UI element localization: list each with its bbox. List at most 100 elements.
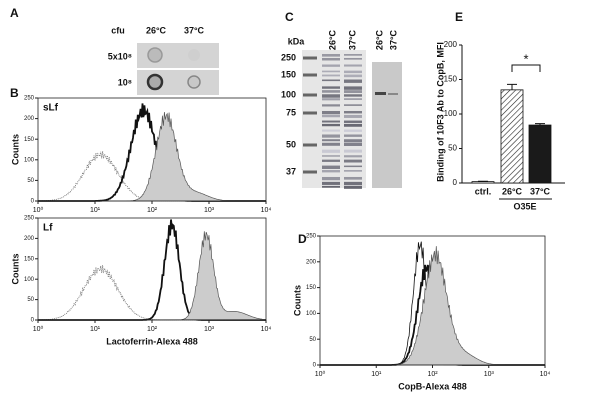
marker-label: 100 [281, 89, 296, 99]
group-label: O35E [513, 201, 536, 211]
band [322, 165, 340, 169]
dot-row: 10⁸ [118, 77, 132, 87]
lane-label: 37°C [347, 29, 357, 50]
x-tick-label: 10¹ [371, 371, 382, 378]
band [322, 114, 340, 118]
band [322, 139, 340, 142]
y-tick-label: 0 [313, 363, 317, 369]
marker-label: 250 [281, 52, 296, 62]
x-axis-label: Lactoferrin-Alexa 488 [106, 336, 198, 346]
band [322, 120, 340, 123]
band [344, 159, 362, 163]
y-tick-label: 0 [31, 199, 35, 205]
band [322, 170, 340, 173]
panel-label: B [10, 86, 19, 100]
band [344, 74, 362, 78]
panel-label: E [455, 10, 463, 24]
x-tick-label: 10⁰ [33, 206, 44, 214]
y-tick-label: 250 [24, 216, 35, 222]
x-tick-label: ctrl. [475, 186, 492, 196]
panel-label: A [10, 6, 19, 20]
band [322, 86, 340, 89]
blot [372, 62, 402, 188]
band [322, 176, 340, 181]
y-tick-label: 100 [444, 109, 458, 118]
y-tick-label: 100 [24, 277, 35, 283]
y-axis-label: Binding of 10F3 Ab to CopB, MFI [435, 42, 445, 182]
band [303, 170, 317, 174]
dot [146, 73, 164, 91]
band [322, 94, 340, 98]
dot-header: 26°C [146, 25, 167, 35]
band [322, 98, 340, 101]
marker-label: 75 [286, 107, 296, 117]
y-tick-label: 150 [24, 256, 35, 262]
band [344, 90, 362, 93]
band [322, 155, 340, 157]
band [344, 98, 362, 101]
band [322, 129, 340, 132]
marker-label: 150 [281, 69, 296, 79]
histogram-curve [38, 151, 266, 202]
band [344, 149, 362, 153]
plot-frame [37, 217, 267, 321]
y-tick-label: 250 [24, 96, 35, 102]
y-tick-label: 0 [453, 178, 458, 187]
y-tick-label: 150 [444, 75, 458, 84]
band [344, 181, 362, 186]
lane-label: 37°C [388, 29, 398, 50]
band [388, 93, 398, 95]
band [344, 110, 362, 114]
band [375, 92, 386, 95]
dot-row: 5x10⁸ [108, 51, 132, 61]
x-tick-label: 10² [427, 371, 438, 378]
dot-header: cfu [111, 25, 125, 35]
y-axis-label: Counts [10, 254, 20, 285]
y-tick-label: 0 [31, 318, 35, 324]
dot-header: 37°C [184, 25, 205, 35]
band [322, 159, 340, 162]
x-tick-label: 10³ [204, 326, 215, 333]
y-tick-label: 100 [24, 157, 35, 163]
x-axis-label: CopB-Alexa 488 [398, 381, 467, 391]
band [344, 79, 362, 83]
band [322, 104, 340, 107]
band [344, 155, 362, 158]
x-tick-label: 10⁴ [261, 207, 272, 214]
error-bar [507, 83, 517, 90]
x-tick-label: 26°C [502, 186, 523, 196]
band [344, 57, 362, 60]
dot [147, 47, 163, 63]
band [344, 86, 362, 90]
band [322, 90, 340, 93]
annotation: * [523, 51, 528, 66]
band [322, 110, 340, 115]
band [322, 70, 340, 73]
band [303, 111, 317, 115]
band [344, 94, 362, 97]
histogram [37, 219, 267, 321]
y-tick-label: 100 [306, 311, 317, 317]
x-tick-label: 10¹ [90, 326, 101, 333]
bar [528, 124, 552, 184]
y-tick-label: 200 [306, 259, 317, 265]
y-tick-label: 50 [27, 178, 34, 184]
plot-label: sLf [43, 103, 59, 114]
band [344, 139, 362, 143]
panel-label: D [298, 232, 307, 246]
gel-unit: kDa [288, 36, 306, 46]
x-tick-label: 10⁰ [33, 325, 44, 333]
band [322, 123, 340, 127]
band [322, 149, 340, 153]
histogram [38, 103, 266, 202]
y-tick-label: 250 [306, 234, 317, 240]
marker-label: 50 [286, 139, 296, 149]
x-tick-label: 10⁴ [261, 326, 272, 333]
lane-label: 26°C [374, 29, 384, 50]
y-axis-label: Counts [10, 134, 20, 165]
band [344, 123, 362, 127]
x-tick-label: 10² [147, 326, 158, 333]
band [322, 74, 340, 77]
plot-label: Lf [43, 223, 53, 234]
x-tick-label: 10² [147, 207, 158, 214]
